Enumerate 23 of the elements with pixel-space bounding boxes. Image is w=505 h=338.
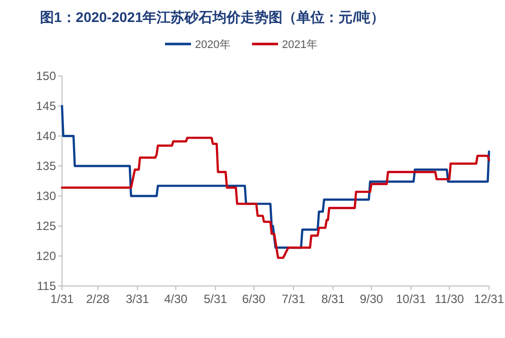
x-tick-label: 9/30 bbox=[360, 292, 384, 306]
y-tick-label: 120 bbox=[36, 249, 56, 263]
y-tick-label: 140 bbox=[36, 129, 56, 143]
legend-label: 2020年 bbox=[195, 39, 230, 51]
y-tick-label: 130 bbox=[36, 189, 56, 203]
x-tick-label: 4/30 bbox=[164, 292, 188, 306]
y-tick-label: 125 bbox=[36, 219, 56, 233]
y-tick-label: 135 bbox=[36, 159, 56, 173]
x-tick-label: 12/31 bbox=[474, 292, 504, 306]
y-tick-label: 150 bbox=[36, 69, 56, 83]
y-tick-label: 145 bbox=[36, 99, 56, 113]
x-tick-label: 10/31 bbox=[396, 292, 426, 306]
x-tick-label: 2/28 bbox=[86, 292, 110, 306]
title: 图1：2020-2021年江苏砂石均价走势图（单位：元/吨） bbox=[40, 9, 385, 25]
legend-label: 2021年 bbox=[282, 39, 318, 51]
x-tick-label: 8/31 bbox=[321, 292, 346, 306]
y-tick-label: 115 bbox=[36, 279, 56, 293]
x-tick-label: 5/31 bbox=[204, 292, 228, 306]
x-tick-label: 6/30 bbox=[242, 292, 266, 306]
x-tick-label: 11/30 bbox=[434, 292, 464, 306]
x-tick-label: 7/31 bbox=[282, 292, 306, 306]
x-tick-label: 1/31 bbox=[50, 292, 74, 306]
x-tick-label: 3/31 bbox=[126, 292, 150, 306]
